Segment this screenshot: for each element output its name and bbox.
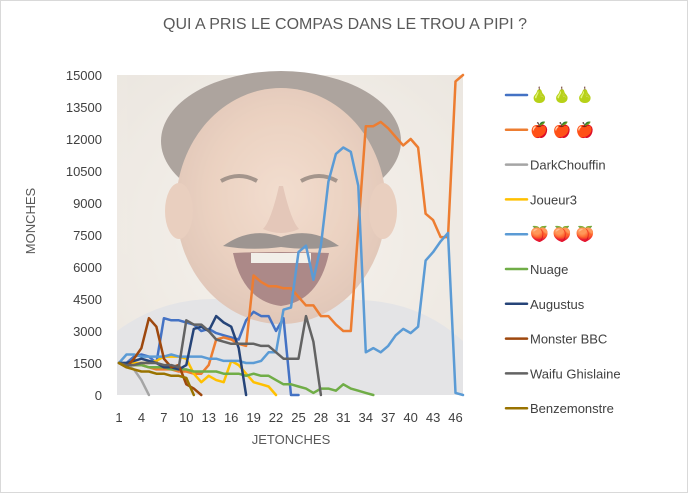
x-tick-label: 7: [160, 410, 167, 425]
legend-label-1: 🍐 🍐 🍐: [530, 86, 594, 104]
legend: 🍐 🍐 🍐 🍎 🍎 🍎 DarkChouffin Joueur3 🍑 🍑 🍑 Nuage A…: [504, 86, 621, 416]
legend-label-10: Benzemonstre: [530, 401, 614, 416]
legend-label-4: Joueur3: [530, 192, 577, 207]
legend-label-7: Augustus: [530, 297, 585, 312]
series-line-5: [117, 146, 465, 397]
y-axis-title: MONCHES: [23, 187, 38, 254]
x-tick-label: 13: [202, 410, 216, 425]
x-axis-ticks: 1 4 7 10 13 16 19 22 25 28 31 34 37 40 43 46: [115, 410, 462, 425]
series-line-7: [117, 314, 248, 397]
x-tick-label: 1: [115, 410, 122, 425]
x-tick-label: 34: [359, 410, 373, 425]
legend-label-3: DarkChouffin: [530, 158, 606, 173]
legend-label-2: 🍎 🍎 🍎: [530, 120, 594, 139]
series-layer: [117, 73, 465, 397]
x-tick-label: 46: [448, 410, 462, 425]
y-tick-label: 3000: [73, 324, 102, 339]
legend-label-6: Nuage: [530, 262, 568, 277]
x-tick-label: 37: [381, 410, 395, 425]
series-line-10: [117, 361, 196, 397]
y-tick-label: 12000: [66, 132, 102, 147]
x-tick-label: 19: [246, 410, 260, 425]
y-tick-label: 0: [95, 388, 102, 403]
legend-label-5: 🍑 🍑 🍑: [530, 225, 595, 243]
series-line-8: [117, 316, 203, 397]
y-axis-ticks: 0 1500 3000 4500 6000 7500 9000 10500 12000 13500…: [66, 68, 102, 403]
legend-label-8: Monster BBC: [530, 332, 607, 347]
x-tick-label: 22: [269, 410, 283, 425]
y-tick-label: 9000: [73, 196, 102, 211]
y-tick-label: 1500: [73, 356, 102, 371]
x-tick-label: 28: [314, 410, 328, 425]
chart-title: QUI A PRIS LE COMPAS DANS LE TROU A PIPI…: [163, 16, 527, 33]
series-line-9: [117, 314, 323, 397]
x-tick-label: 4: [138, 410, 145, 425]
x-tick-label: 31: [336, 410, 350, 425]
y-tick-label: 6000: [73, 260, 102, 275]
x-tick-label: 43: [426, 410, 440, 425]
x-axis-title: JETONCHES: [252, 432, 331, 447]
y-tick-label: 10500: [66, 164, 102, 179]
y-tick-label: 4500: [73, 292, 102, 307]
background-photo: [117, 71, 463, 395]
legend-label-9: Waifu Ghislaine: [530, 366, 621, 381]
y-tick-label: 15000: [66, 68, 102, 83]
x-tick-label: 10: [179, 410, 193, 425]
y-tick-label: 13500: [66, 100, 102, 115]
series-line-2: [117, 73, 465, 375]
x-tick-label: 16: [224, 410, 238, 425]
x-tick-label: 25: [291, 410, 305, 425]
y-tick-label: 7500: [73, 228, 102, 243]
x-tick-label: 40: [403, 410, 417, 425]
